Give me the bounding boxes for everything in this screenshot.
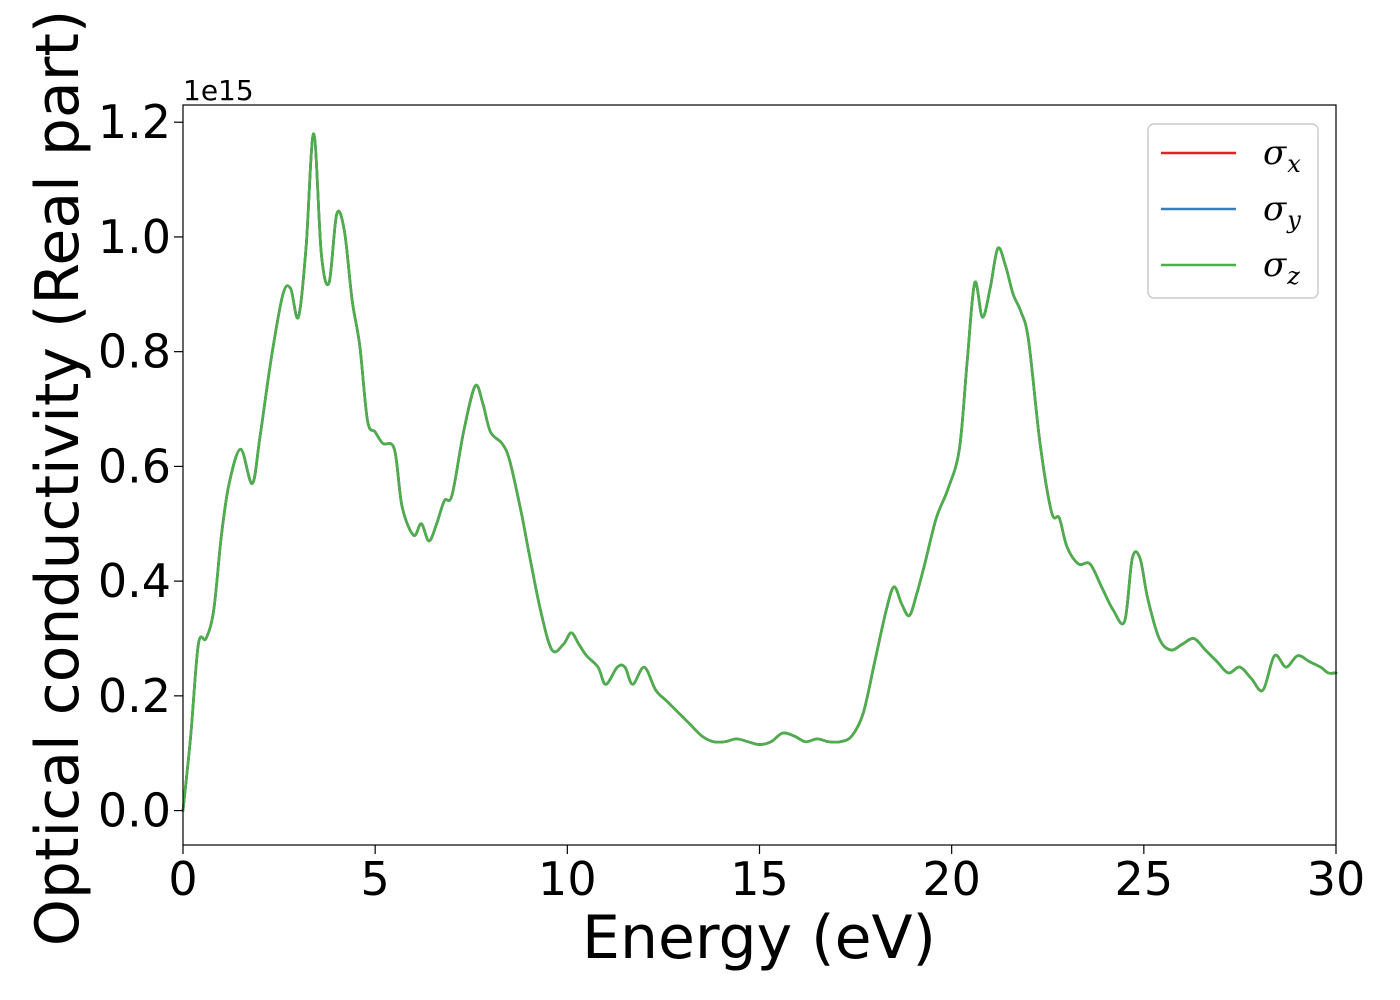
x-axis-ticks: 0 5 10 15 20 25 30 xyxy=(168,845,1365,906)
y-tick-label: 0.2 xyxy=(98,669,171,723)
y-tick-label: 0.6 xyxy=(98,439,171,493)
series-layer xyxy=(181,132,1338,812)
x-tick-label: 25 xyxy=(1115,852,1174,906)
x-tick-label: 15 xyxy=(730,852,789,906)
y-tick-label: 1.2 xyxy=(98,95,171,149)
series-line-sigma-z xyxy=(181,132,1338,812)
y-axis-offset-label: 1e15 xyxy=(183,74,254,107)
x-axis-label: Energy (eV) xyxy=(582,903,936,973)
y-tick-label: 1.0 xyxy=(98,210,171,264)
y-axis-ticks: 0.0 0.2 0.4 0.6 0.8 1.0 1.2 xyxy=(98,95,183,838)
x-tick-label: 30 xyxy=(1307,852,1366,906)
x-tick-label: 20 xyxy=(922,852,981,906)
y-tick-label: 0.4 xyxy=(98,554,171,608)
legend-label: σz xyxy=(1263,245,1300,290)
legend-box xyxy=(1147,123,1319,299)
legend-label: σx xyxy=(1263,133,1301,178)
x-tick-label: 10 xyxy=(538,852,597,906)
x-tick-label: 5 xyxy=(361,852,390,906)
y-tick-label: 0.8 xyxy=(98,325,171,379)
x-tick-label: 0 xyxy=(168,852,197,906)
y-tick-label: 0.0 xyxy=(98,784,171,838)
y-axis-label: Optical conductivity (Real part) xyxy=(23,10,93,947)
legend-label: σy xyxy=(1263,189,1301,234)
legend: σx σy σz xyxy=(1147,123,1319,299)
